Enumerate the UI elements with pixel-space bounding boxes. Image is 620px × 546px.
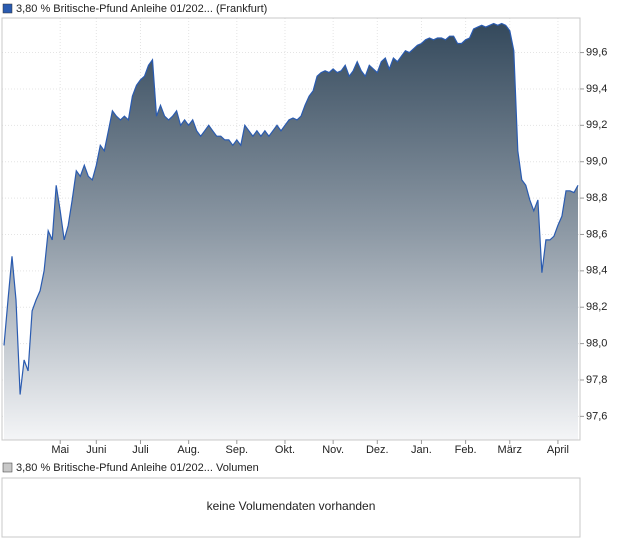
legend-label: 3,80 % Britische-Pfund Anleihe 01/202...… <box>16 462 259 474</box>
y-tick-label: 98,4 <box>586 265 607 277</box>
area-fill <box>4 23 578 440</box>
legend-swatch <box>2 3 13 14</box>
y-tick-label: 99,6 <box>586 46 607 58</box>
x-tick-label: Feb. <box>455 444 477 456</box>
x-tick-label: Aug. <box>177 444 200 456</box>
y-tick-label: 99,0 <box>586 156 607 168</box>
x-tick-label: Jan. <box>411 444 432 456</box>
x-tick-label: Mai <box>51 444 69 456</box>
volume-note: keine Volumendaten vorhanden <box>207 499 376 513</box>
plot-layer <box>2 18 580 440</box>
y-tick-label: 97,6 <box>586 410 607 422</box>
x-tick-label: Nov. <box>322 444 344 456</box>
x-tick-label: Juni <box>86 444 106 456</box>
x-tick-label: April <box>547 444 569 456</box>
y-tick-label: 98,6 <box>586 228 607 240</box>
volume-frame <box>1 477 581 538</box>
y-tick-label: 99,2 <box>586 119 607 131</box>
y-tick-label: 98,2 <box>586 301 607 313</box>
x-tick-label: Dez. <box>366 444 389 456</box>
x-tick-label: Okt. <box>275 444 295 456</box>
y-tick-label: 98,0 <box>586 338 607 350</box>
y-tick-label: 97,8 <box>586 374 607 386</box>
y-tick-label: 98,8 <box>586 192 607 204</box>
price-line <box>3 22 579 395</box>
y-tick-label: 99,4 <box>586 83 607 95</box>
legend-label: 3,80 % Britische-Pfund Anleihe 01/202...… <box>16 3 267 15</box>
legend-swatch <box>2 462 13 473</box>
plot-frame <box>1 17 581 441</box>
x-tick-label: Juli <box>132 444 149 456</box>
x-tick-label: März <box>498 444 522 456</box>
x-tick-label: Sep. <box>225 444 248 456</box>
